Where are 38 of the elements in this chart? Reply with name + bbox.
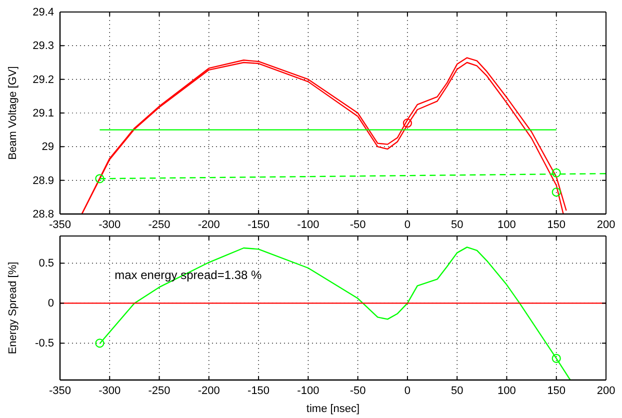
- annotation: max energy spread=1.38 %: [114, 268, 262, 282]
- x-tick-label: -300: [98, 218, 121, 231]
- y-axis-title: Beam Voltage [GV]: [7, 66, 19, 160]
- x-tick-label: 100: [498, 384, 516, 397]
- x-tick-label: -50: [350, 384, 366, 397]
- x-tick-label: -300: [98, 384, 121, 397]
- y-tick-label: 29.2: [32, 74, 54, 86]
- x-tick-label: -150: [248, 384, 270, 397]
- x-tick-label: -100: [297, 218, 320, 231]
- x-tick-label: 100: [498, 218, 516, 231]
- y-tick-label: -0.5: [35, 338, 54, 350]
- y-tick-label: 29: [42, 141, 54, 154]
- y-tick-label: 0.5: [38, 258, 54, 270]
- x-tick-label: -250: [148, 218, 170, 231]
- x-tick-label: 0: [404, 218, 411, 231]
- x-tick-label: -50: [350, 218, 366, 231]
- x-tick-label: 150: [547, 384, 566, 397]
- x-tick-label: -100: [297, 384, 320, 397]
- x-tick-label: 50: [450, 384, 464, 397]
- x-tick-label: -350: [48, 384, 72, 397]
- y-tick-label: 0: [48, 298, 54, 310]
- x-tick-label: 200: [596, 218, 616, 231]
- x-tick-label: 0: [404, 384, 411, 397]
- x-tick-label: -350: [48, 218, 72, 231]
- y-tick-label: 29.3: [32, 40, 54, 52]
- y-tick-label: 28.9: [32, 174, 54, 187]
- x-tick-label: -200: [198, 218, 220, 231]
- y-tick-label: 29.4: [32, 6, 54, 19]
- x-tick-label: -150: [248, 218, 270, 231]
- x-axis-title: time [nsec]: [306, 403, 360, 415]
- y-tick-label: 29.1: [32, 108, 54, 120]
- x-tick-label: 50: [450, 218, 464, 231]
- x-tick-label: -250: [148, 384, 170, 397]
- x-tick-label: -200: [198, 384, 220, 397]
- y-axis-title: Energy Spread [%]: [7, 262, 19, 354]
- x-tick-label: 150: [547, 218, 566, 231]
- x-tick-label: 200: [596, 384, 616, 397]
- y-tick-label: 28.8: [32, 208, 54, 221]
